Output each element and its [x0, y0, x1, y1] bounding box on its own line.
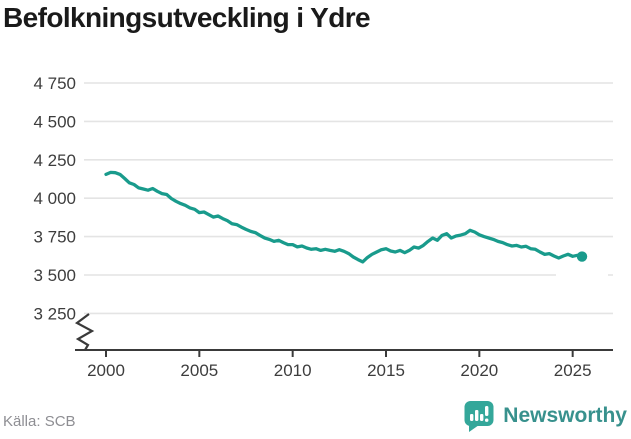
y-axis-labels: 3 250 3 500 3 750 4 000 4 250 4 500 4 750: [33, 74, 76, 323]
population-series-line: [104, 170, 584, 264]
svg-text:4 750: 4 750: [33, 74, 76, 93]
annotation-backdrop: [556, 266, 608, 287]
latest-value-dot: [576, 251, 588, 262]
bar-chart-glyph: [470, 406, 489, 422]
svg-text:3 500: 3 500: [33, 266, 76, 285]
svg-text:2015: 2015: [367, 361, 405, 380]
svg-text:4 250: 4 250: [33, 151, 76, 170]
x-axis: [75, 349, 613, 357]
speech-bubble-shape: [464, 401, 494, 432]
axis-break-zigzag: [74, 313, 95, 351]
svg-text:4 500: 4 500: [33, 112, 76, 131]
svg-text:3 750: 3 750: [33, 228, 76, 247]
svg-text:2025: 2025: [554, 361, 592, 380]
newsworthy-logo[interactable]: Newsworthy: [462, 399, 627, 433]
svg-text:3 250: 3 250: [33, 304, 76, 323]
x-axis-labels: 2000 2005 2010 2015 2020 2025: [87, 361, 591, 380]
newsworthy-bubble-chart-icon: [464, 401, 494, 432]
svg-text:2010: 2010: [274, 361, 312, 380]
svg-text:4 000: 4 000: [33, 189, 76, 208]
chart-title: Befolkningsutveckling i Ydre: [3, 2, 371, 33]
newsworthy-wordmark: Newsworthy: [503, 404, 627, 427]
y-gridlines: [84, 82, 613, 315]
svg-text:2005: 2005: [180, 361, 218, 380]
svg-text:2020: 2020: [460, 361, 498, 380]
source-text: Källa: SCB: [3, 413, 76, 430]
svg-text:2000: 2000: [87, 361, 125, 380]
